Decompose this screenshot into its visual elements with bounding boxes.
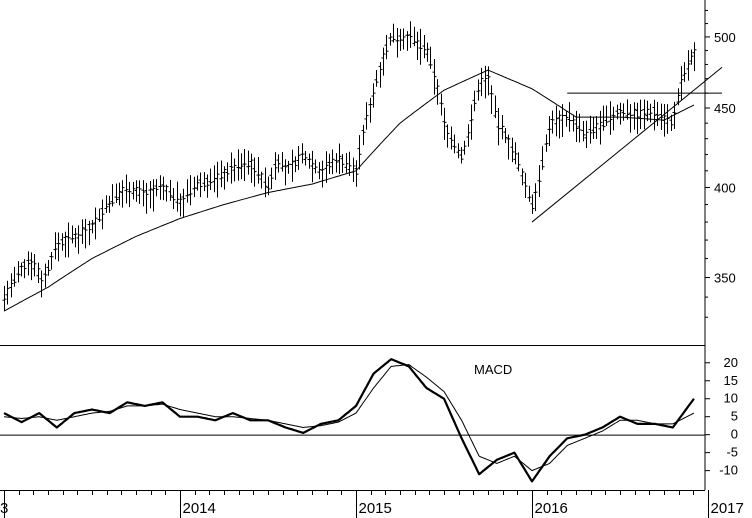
moving-average-layer (3, 69, 695, 312)
x-tick-label: 3 (0, 500, 8, 517)
macd-y-tick-label: 0 (731, 427, 738, 442)
macd-line (3, 358, 695, 483)
trendline-layer (531, 66, 723, 223)
macd-y-axis: -10 -5 0 5 10 15 20 (705, 355, 738, 478)
price-y-tick-label: 400 (714, 180, 736, 195)
macd-y-tick-label: 10 (724, 391, 738, 406)
x-tick-label: 2015 (359, 500, 392, 517)
x-tick-label: 2017 (711, 500, 744, 517)
price-y-axis: 350 400 450 500 (705, 9, 736, 318)
signal-line (3, 364, 695, 472)
price-y-tick-label: 450 (714, 101, 736, 116)
price-y-tick-label: 350 (714, 271, 736, 286)
x-axis: 3 2014 2015 2016 2017 (0, 490, 744, 518)
macd-y-tick-label: -5 (726, 445, 738, 460)
macd-title: MACD (474, 362, 512, 377)
moving-average-line (3, 69, 695, 312)
price-ohlc-bars (2, 21, 697, 311)
macd-lines-layer (3, 358, 695, 483)
price-y-tick-label: 500 (714, 30, 736, 45)
x-tick-label: 2016 (535, 500, 568, 517)
macd-y-tick-label: -10 (719, 463, 738, 478)
trendline (531, 66, 723, 223)
x-tick-label: 2014 (183, 500, 216, 517)
macd-y-tick-label: 5 (731, 409, 738, 424)
macd-y-tick-label: 15 (724, 373, 738, 388)
macd-y-tick-label: 20 (724, 355, 738, 370)
